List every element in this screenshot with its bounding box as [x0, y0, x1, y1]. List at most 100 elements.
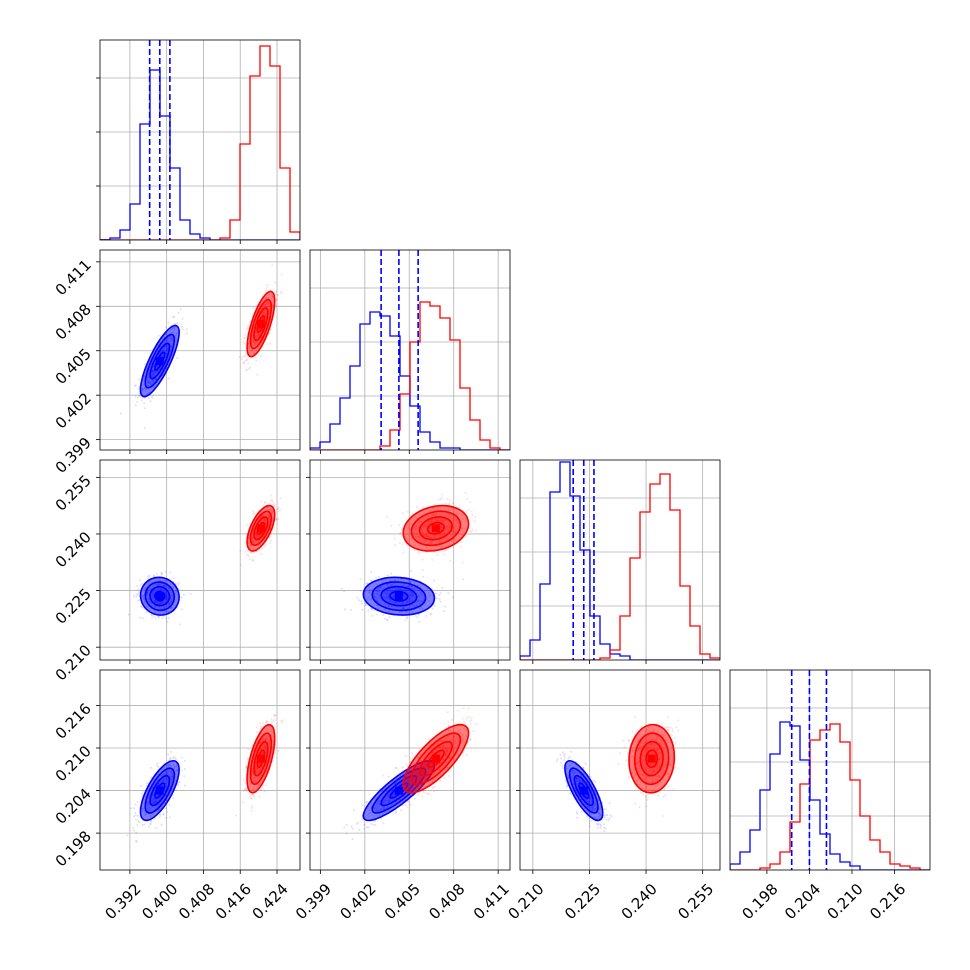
scatter-point — [350, 609, 353, 611]
scatter-point — [356, 596, 359, 599]
scatter-point — [180, 608, 183, 611]
scatter-point — [255, 726, 258, 729]
histogram-blue-1 — [310, 311, 510, 450]
scatter-point — [178, 623, 181, 626]
scatter-point — [245, 368, 248, 371]
scatter-point — [145, 782, 148, 785]
scatter-point — [150, 614, 153, 617]
scatter-point — [269, 342, 272, 345]
histogram-red-0 — [100, 45, 300, 240]
scatter-point — [363, 827, 366, 830]
scatter-point — [370, 571, 373, 574]
scatter-point — [417, 613, 420, 616]
scatter-point — [388, 616, 391, 619]
scatter-point — [390, 524, 392, 527]
y-tick-label: 0.408 — [52, 300, 95, 343]
scatter-point — [372, 823, 375, 826]
scatter-point — [259, 725, 262, 728]
scatter-point — [165, 807, 168, 810]
scatter-point — [277, 518, 280, 520]
scatter-point — [418, 620, 421, 623]
panel-1-0 — [96, 249, 301, 454]
y-tick-label: 0.210 — [52, 641, 95, 684]
scatter-point — [439, 600, 442, 603]
scatter-point — [248, 321, 251, 324]
scatter-point — [282, 719, 285, 722]
scatter-point — [274, 714, 277, 717]
scatter-point — [136, 824, 139, 827]
scatter-point — [375, 576, 377, 579]
scatter-point — [137, 588, 140, 591]
y-tick-label: 0.216 — [52, 700, 95, 743]
scatter-point — [428, 793, 431, 796]
density-peak-0 — [394, 786, 403, 795]
scatter-point — [361, 818, 364, 821]
scatter-point — [260, 500, 263, 503]
scatter-point — [386, 574, 389, 577]
scatter-point — [469, 739, 472, 742]
scatter-point — [172, 316, 175, 319]
scatter-point — [139, 605, 142, 608]
scatter-point — [143, 402, 146, 405]
scatter-point — [160, 571, 163, 574]
scatter-point — [433, 785, 436, 788]
scatter-point — [449, 500, 452, 502]
histogram-red-1 — [310, 301, 510, 450]
scatter-point — [361, 602, 363, 605]
scatter-point — [137, 378, 140, 381]
panel-frame — [99, 669, 301, 871]
scatter-point — [435, 597, 438, 600]
scatter-point — [475, 723, 478, 726]
scatter-point — [425, 614, 428, 617]
x-tick-label: 0.400 — [138, 880, 181, 923]
scatter-point — [406, 616, 409, 619]
scatter-point — [181, 328, 184, 331]
scatter-point — [471, 528, 474, 531]
scatter-point — [251, 805, 254, 808]
scatter-point — [410, 569, 413, 572]
scatter-point — [269, 328, 272, 331]
scatter-point — [174, 757, 177, 760]
scatter-point — [433, 579, 436, 582]
scatter-point — [275, 508, 278, 511]
scatter-point — [164, 570, 167, 573]
scatter-point — [181, 325, 184, 328]
scatter-point — [151, 616, 153, 619]
scatter-point — [251, 744, 253, 747]
scatter-point — [469, 531, 472, 533]
scatter-point — [145, 611, 148, 614]
scatter-point — [248, 558, 251, 560]
scatter-point — [245, 788, 248, 791]
scatter-point — [276, 508, 279, 510]
scatter-point — [164, 326, 167, 329]
scatter-point — [260, 553, 263, 555]
scatter-point — [423, 791, 425, 794]
scatter-point — [280, 292, 282, 294]
scatter-point — [177, 781, 180, 784]
scatter-point — [245, 766, 248, 769]
scatter-point — [135, 595, 138, 598]
scatter-point — [167, 321, 170, 324]
scatter-point — [446, 498, 449, 501]
scatter-point — [148, 823, 151, 826]
scatter-point — [166, 620, 169, 623]
scatter-point — [166, 811, 169, 813]
scatter-point — [159, 813, 162, 816]
scatter-point — [252, 795, 255, 798]
scatter-point — [470, 716, 473, 719]
scatter-point — [417, 794, 420, 797]
scatter-point — [468, 737, 471, 740]
scatter-point — [441, 586, 444, 589]
scatter-point — [363, 823, 366, 826]
scatter-point — [141, 582, 144, 585]
panel-0-0 — [96, 39, 301, 244]
scatter-point — [147, 575, 150, 578]
scatter-point — [244, 787, 246, 790]
scatter-point — [345, 832, 348, 835]
y-tick-label: 0.204 — [52, 785, 95, 828]
scatter-point — [275, 517, 278, 520]
scatter-point — [401, 543, 404, 546]
scatter-point — [371, 608, 373, 611]
scatter-point — [431, 786, 434, 789]
scatter-point — [270, 499, 273, 502]
